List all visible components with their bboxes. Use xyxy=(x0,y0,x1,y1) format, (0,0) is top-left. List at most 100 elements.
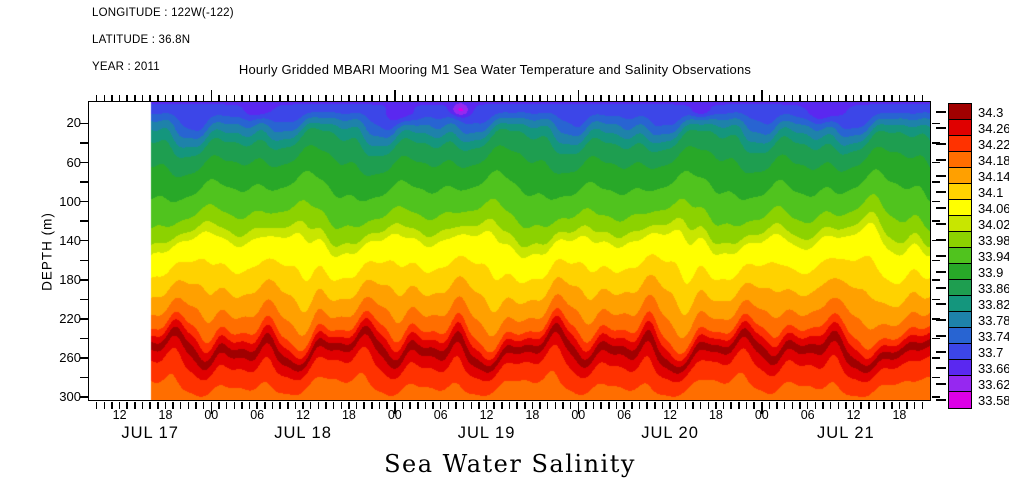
x-tick-bottom xyxy=(875,401,878,409)
y-tick-left xyxy=(79,396,88,398)
colorbar-tick xyxy=(936,271,946,273)
x-tick-bottom xyxy=(676,401,679,409)
y-tick-right xyxy=(931,259,940,262)
x-tick-top xyxy=(317,95,320,102)
y-tick-left xyxy=(79,298,88,301)
x-tick-bottom xyxy=(225,401,228,409)
x-tick-bottom xyxy=(340,401,343,409)
x-day-label: JUL 19 xyxy=(457,424,516,442)
x-tick-top xyxy=(806,95,809,102)
x-tick-bottom xyxy=(126,401,128,409)
x-tick-top xyxy=(906,95,908,102)
x-tick-bottom xyxy=(233,401,235,409)
colorbar-value-label: 33.94 xyxy=(978,249,1009,264)
y-tick-label: 300 xyxy=(59,389,81,405)
x-tick-top xyxy=(447,95,450,102)
longitude-label: LONGITUDE : 122W(-122) xyxy=(92,7,234,19)
x-tick-bottom xyxy=(524,401,526,409)
colorbar-cell xyxy=(948,359,972,377)
x-tick-bottom xyxy=(332,401,335,409)
x-hour-label: 12 xyxy=(846,408,861,422)
x-hour-label: 06 xyxy=(250,408,265,422)
y-tick-right xyxy=(931,239,940,242)
colorbar-tick xyxy=(936,191,946,193)
x-tick-top xyxy=(95,95,98,102)
y-tick-left xyxy=(79,318,88,320)
colorbar-value-label: 34.18 xyxy=(978,153,1009,168)
y-tick-left xyxy=(79,239,88,242)
x-tick-bottom xyxy=(432,401,434,409)
x-tick-bottom xyxy=(103,401,106,409)
x-tick-top xyxy=(631,95,633,102)
x-tick-bottom xyxy=(508,401,511,409)
x-tick-top xyxy=(921,95,924,102)
colorbar-value-label: 33.98 xyxy=(978,233,1009,248)
colorbar-tick xyxy=(936,335,946,337)
x-tick-bottom xyxy=(141,401,144,409)
x-hour-label: 18 xyxy=(341,408,356,422)
x-tick-bottom xyxy=(638,401,641,409)
x-tick-top xyxy=(348,95,350,102)
x-tick-top xyxy=(799,95,801,102)
x-tick-bottom xyxy=(157,401,159,409)
x-tick-bottom xyxy=(95,401,98,409)
x-tick-bottom xyxy=(363,401,365,409)
x-tick-top xyxy=(394,90,396,102)
x-tick-bottom xyxy=(623,401,625,409)
x-tick-top xyxy=(738,95,740,102)
x-tick-bottom xyxy=(516,401,518,409)
x-tick-bottom xyxy=(462,401,465,409)
x-tick-top xyxy=(241,95,243,102)
colorbar-tick xyxy=(936,399,946,401)
x-tick-top xyxy=(875,95,878,102)
x-tick-bottom xyxy=(531,401,534,409)
y-tick-left xyxy=(79,259,88,262)
x-tick-bottom xyxy=(615,401,618,409)
x-tick-bottom xyxy=(149,401,151,409)
x-tick-bottom xyxy=(401,401,404,409)
x-tick-bottom xyxy=(822,401,824,409)
x-hour-label: 06 xyxy=(800,408,815,422)
x-tick-top xyxy=(309,95,312,102)
x-tick-bottom xyxy=(814,401,817,409)
x-hour-label: 00 xyxy=(571,408,586,422)
x-tick-bottom xyxy=(187,401,190,409)
y-tick-right xyxy=(931,396,940,398)
colorbar-tick xyxy=(936,319,946,321)
x-tick-bottom xyxy=(264,401,266,409)
x-tick-top xyxy=(179,95,182,102)
x-tick-top xyxy=(233,95,235,102)
colorbar-tick xyxy=(936,367,946,369)
x-tick-bottom xyxy=(783,401,786,409)
x-tick-bottom xyxy=(485,401,488,409)
x-tick-bottom xyxy=(730,401,732,409)
y-tick-label: 180 xyxy=(59,271,81,287)
y-tick-label: 220 xyxy=(59,310,81,326)
y-tick-left xyxy=(79,161,88,164)
y-tick-right xyxy=(931,376,940,379)
x-tick-top xyxy=(134,95,136,102)
x-tick-bottom xyxy=(111,401,113,409)
y-tick-right xyxy=(931,200,940,203)
colorbar-value-label: 34.14 xyxy=(978,169,1009,184)
x-tick-top xyxy=(195,95,197,102)
colorbar-cell xyxy=(948,279,972,297)
y-axis-title: DEPTH (m) xyxy=(39,212,55,291)
colorbar-cell xyxy=(948,295,972,313)
x-tick-bottom xyxy=(279,401,281,409)
x-tick-bottom xyxy=(118,401,121,409)
x-tick-top xyxy=(363,95,365,102)
x-tick-bottom xyxy=(738,401,740,409)
x-tick-bottom xyxy=(493,401,495,409)
x-day-label: JUL 21 xyxy=(817,424,875,442)
x-tick-top xyxy=(898,95,901,102)
x-tick-top xyxy=(126,95,128,102)
x-tick-top xyxy=(891,95,893,102)
x-tick-top xyxy=(913,95,916,102)
x-tick-top xyxy=(103,95,106,102)
y-tick-label: 20 xyxy=(66,115,81,131)
x-tick-top xyxy=(569,95,572,102)
x-tick-top xyxy=(417,95,419,102)
x-tick-bottom xyxy=(355,401,358,409)
